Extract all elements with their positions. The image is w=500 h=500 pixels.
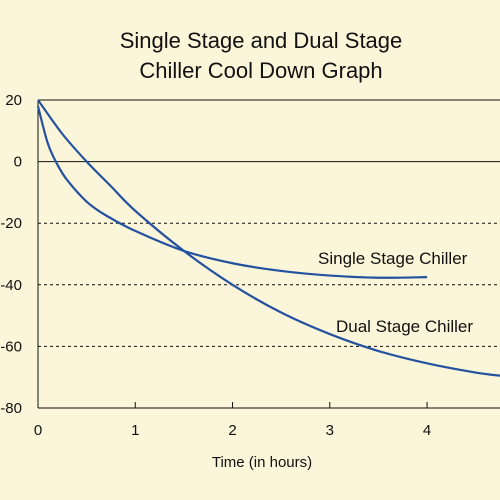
dual-stage-line [37,99,500,377]
y-tick-label: -40 [0,277,22,294]
x-tick-label: 0 [34,422,42,439]
x-tick-label: 4 [423,422,431,439]
chart-title: Single Stage and Dual Stage Chiller Cool… [119,28,403,83]
x-tick-label: 3 [326,422,334,439]
single-stage-line [36,105,428,279]
y-tick-label: -60 [0,338,22,355]
x-tick-label: 2 [228,422,236,439]
y-tick-label: -20 [0,215,22,232]
dual-stage-label: Dual Stage Chiller [336,317,473,336]
single-stage-label: Single Stage Chiller [318,249,468,268]
y-tick-label: 20 [5,92,22,109]
y-tick-label: 0 [14,154,22,171]
x-tick-label: 1 [131,422,139,439]
y-tick-label: -80 [0,400,22,417]
x-axis-label: Time (in hours) [212,454,312,471]
